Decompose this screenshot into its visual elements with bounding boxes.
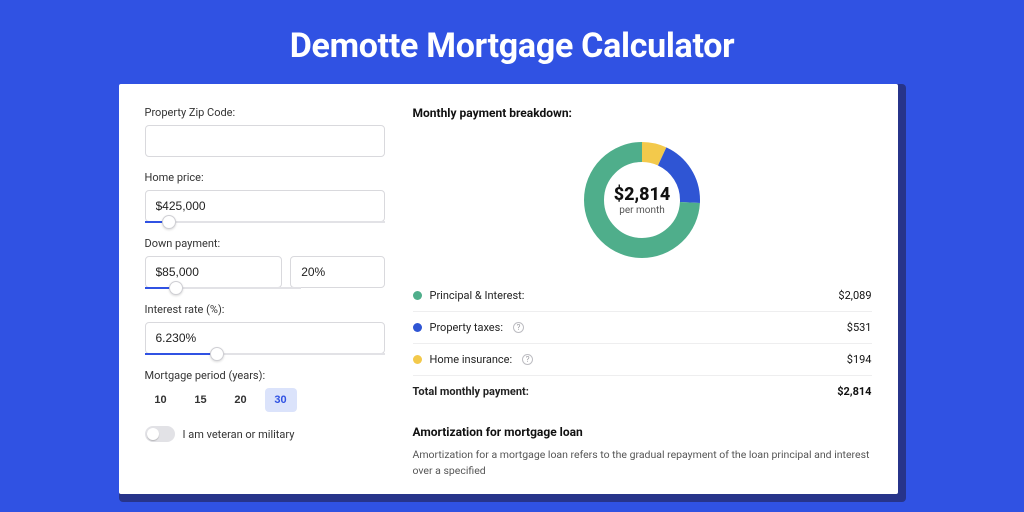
down-payment-amount-input[interactable]: [145, 256, 283, 288]
legend-value: $2,089: [838, 289, 871, 302]
donut-amount: $2,814: [614, 184, 671, 205]
amortization-title: Amortization for mortgage loan: [413, 425, 872, 439]
home-price-slider[interactable]: [145, 221, 385, 223]
home-price-block: Home price:: [145, 171, 385, 223]
period-option-20[interactable]: 20: [225, 388, 257, 412]
interest-rate-slider-fill: [145, 353, 217, 355]
page-title: Demotte Mortgage Calculator: [0, 0, 1024, 84]
veteran-toggle-knob: [147, 428, 159, 440]
period-block: Mortgage period (years): 10 15 20 30: [145, 369, 385, 412]
legend-row: Home insurance:? $194: [413, 344, 872, 376]
down-payment-block: Down payment:: [145, 237, 385, 289]
zip-field-block: Property Zip Code:: [145, 106, 385, 157]
legend-row: Property taxes:? $531: [413, 312, 872, 344]
amortization-text: Amortization for a mortgage loan refers …: [413, 447, 872, 479]
calculator-card: Property Zip Code: Home price: Down paym…: [119, 84, 898, 494]
breakdown-title: Monthly payment breakdown:: [413, 106, 872, 120]
interest-rate-input[interactable]: [145, 322, 385, 354]
inputs-column: Property Zip Code: Home price: Down paym…: [145, 106, 385, 494]
total-row: Total monthly payment: $2,814: [413, 376, 872, 407]
total-value: $2,814: [837, 385, 871, 398]
period-label: Mortgage period (years):: [145, 369, 385, 382]
interest-rate-block: Interest rate (%):: [145, 303, 385, 355]
donut-wrap: $2,814 per month: [413, 130, 872, 280]
down-payment-percent-input[interactable]: [290, 256, 384, 288]
down-payment-slider-thumb[interactable]: [169, 281, 183, 295]
period-option-10[interactable]: 10: [145, 388, 177, 412]
legend-value: $194: [847, 353, 872, 366]
breakdown-column: Monthly payment breakdown: $2,814 per mo…: [413, 106, 872, 494]
info-icon[interactable]: ?: [522, 354, 533, 365]
home-price-slider-thumb[interactable]: [162, 215, 176, 229]
down-payment-label: Down payment:: [145, 237, 385, 250]
period-option-15[interactable]: 15: [185, 388, 217, 412]
down-payment-slider[interactable]: [145, 287, 301, 289]
period-options: 10 15 20 30: [145, 388, 385, 412]
info-icon[interactable]: ?: [513, 322, 524, 333]
home-price-label: Home price:: [145, 171, 385, 184]
period-option-30[interactable]: 30: [265, 388, 297, 412]
interest-rate-slider[interactable]: [145, 353, 385, 355]
card-shadow-frame: Property Zip Code: Home price: Down paym…: [119, 84, 906, 502]
legend-dot: [413, 355, 422, 364]
legend-dot: [413, 291, 422, 300]
legend-rows: Principal & Interest: $2,089 Property taxe…: [413, 280, 872, 376]
zip-input[interactable]: [145, 125, 385, 157]
veteran-row: I am veteran or military: [145, 426, 385, 442]
zip-label: Property Zip Code:: [145, 106, 385, 119]
legend-label: Property taxes:: [430, 321, 503, 334]
legend-row: Principal & Interest: $2,089: [413, 280, 872, 312]
payment-donut-chart: $2,814 per month: [578, 136, 706, 264]
total-label: Total monthly payment:: [413, 385, 529, 398]
donut-sub: per month: [619, 205, 665, 216]
interest-rate-slider-thumb[interactable]: [210, 347, 224, 361]
donut-center: $2,814 per month: [578, 136, 706, 264]
legend-label: Home insurance:: [430, 353, 513, 366]
legend-value: $531: [847, 321, 872, 334]
veteran-label: I am veteran or military: [183, 428, 295, 441]
legend-dot: [413, 323, 422, 332]
interest-rate-label: Interest rate (%):: [145, 303, 385, 316]
home-price-input[interactable]: [145, 190, 385, 222]
legend-label: Principal & Interest:: [430, 289, 525, 302]
veteran-toggle[interactable]: [145, 426, 175, 442]
